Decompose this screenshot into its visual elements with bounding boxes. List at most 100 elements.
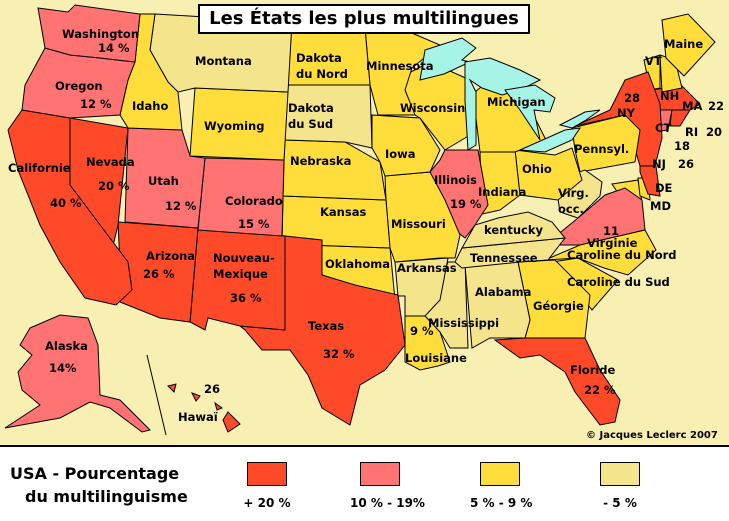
state-ak[interactable]: [4, 314, 151, 433]
legend-item-over-20: + 20 %: [237, 462, 297, 510]
legend-label: 10 % - 19%: [350, 496, 425, 510]
state-name-label: NY: [617, 106, 636, 120]
legend-item-10-19: 10 % - 19%: [350, 462, 425, 510]
state-shape[interactable]: [282, 139, 387, 201]
state-percent-label: 26: [678, 157, 694, 171]
state-percent-label: 20: [706, 125, 722, 139]
state-name-label: Nevada: [86, 155, 135, 169]
state-name-label: Washington: [62, 27, 139, 41]
state-ca[interactable]: [7, 109, 133, 306]
legend-label: - 5 %: [603, 496, 637, 510]
state-shape[interactable]: [394, 257, 449, 317]
legend-swatch: [360, 462, 400, 486]
state-name-label: Dakota du Nord: [296, 51, 348, 81]
state-shape[interactable]: [7, 109, 133, 306]
state-name-label: Géorgie: [533, 299, 584, 313]
state-al[interactable]: [464, 261, 531, 349]
state-wa[interactable]: [37, 4, 141, 63]
state-shape[interactable]: [167, 383, 177, 393]
state-name-label: Caroline du Nord: [567, 248, 677, 262]
state-ia[interactable]: [371, 114, 441, 177]
state-name-label: Oklahoma: [325, 257, 390, 271]
state-ne[interactable]: [282, 139, 387, 201]
state-name-label: Michigan: [487, 95, 546, 109]
state-name-label: Maine: [664, 37, 703, 51]
legend-label: + 20 %: [243, 496, 291, 510]
state-name-label: MA: [682, 99, 702, 113]
state-name-label: Wisconsin: [400, 101, 465, 115]
state-name-label: Kansas: [320, 205, 366, 219]
state-name-label: Oregon: [55, 79, 103, 93]
state-name-label: CT: [655, 121, 671, 135]
state-nc[interactable]: [544, 229, 657, 276]
great-lake: [519, 127, 582, 153]
state-percent-label: 11: [603, 224, 619, 238]
state-percent-label: 12 %: [165, 199, 197, 213]
state-shape[interactable]: [189, 227, 286, 331]
state-shape[interactable]: [404, 315, 451, 371]
inset-divider: [146, 354, 167, 436]
state-hi[interactable]: [167, 383, 241, 433]
state-percent-label: 19 %: [450, 197, 482, 211]
state-la[interactable]: [404, 315, 451, 371]
state-percent-label: 9 %: [410, 324, 434, 338]
state-shape[interactable]: [464, 261, 531, 349]
state-shape[interactable]: [214, 401, 224, 411]
state-name-label: Missouri: [391, 217, 446, 231]
state-percent-label: 22: [708, 99, 724, 113]
state-name-label: Mississippi: [428, 316, 499, 330]
state-percent-label: 18: [674, 139, 690, 153]
state-name-label: Arizona: [146, 249, 195, 263]
state-name-label: Alabama: [475, 285, 531, 299]
state-name-label: NH: [660, 89, 679, 103]
great-lake: [419, 37, 477, 81]
state-fl[interactable]: [493, 337, 621, 426]
state-shape[interactable]: [371, 114, 441, 177]
state-shape[interactable]: [222, 411, 241, 433]
state-ar[interactable]: [394, 257, 449, 317]
map: Washington 14 % Oregon 12 % Californie 40 % Ne…: [0, 0, 729, 447]
legend-item-5-9: 5 % - 9 %: [470, 462, 532, 510]
state-percent-label: 28: [624, 91, 640, 105]
state-name-label: Hawaï: [178, 410, 218, 424]
state-name-label: Indiana: [478, 185, 526, 199]
legend-title-line2: du multilinguisme: [25, 487, 188, 506]
state-name-label: Caroline du Sud: [567, 275, 670, 289]
state-shape[interactable]: [661, 13, 716, 77]
great-lake: [558, 109, 601, 129]
state-name-label: Californie: [8, 161, 71, 175]
state-name-label: DE: [655, 181, 673, 195]
state-name-label: Iowa: [385, 147, 416, 161]
state-percent-label: 15 %: [238, 217, 270, 231]
state-name-label: Montana: [195, 54, 252, 68]
state-percent-label: 22 %: [584, 383, 616, 397]
state-percent-label: 20 %: [98, 179, 130, 193]
state-shape[interactable]: [493, 337, 621, 426]
state-shape[interactable]: [571, 114, 641, 173]
state-shape[interactable]: [190, 392, 201, 402]
state-me[interactable]: [661, 13, 716, 77]
state-tx[interactable]: [238, 235, 406, 426]
state-percent-label: 14 %: [98, 41, 130, 55]
state-percent-label: 32 %: [323, 347, 355, 361]
state-percent-label: 14%: [49, 361, 77, 375]
state-name-label: Alaska: [45, 339, 88, 353]
state-name-label: Louisiane: [405, 351, 467, 365]
state-name-label: Floride: [570, 363, 616, 377]
state-name-label: RI: [685, 125, 698, 139]
state-name-label: kentucky: [484, 223, 543, 237]
state-shape[interactable]: [238, 235, 406, 426]
legend-swatch: [600, 462, 640, 486]
map-title: Les États les plus multilingues: [198, 4, 530, 34]
state-percent-label: 40 %: [50, 196, 82, 210]
great-lake: [504, 84, 556, 141]
state-pa[interactable]: [571, 114, 641, 173]
state-shape[interactable]: [544, 229, 657, 276]
state-name-label: NJ: [652, 157, 666, 171]
state-shape[interactable]: [37, 4, 141, 63]
state-nm[interactable]: [189, 227, 286, 331]
state-shape[interactable]: [4, 314, 151, 433]
state-name-label: Wyoming: [204, 119, 264, 133]
state-percent-label: 26: [204, 382, 220, 396]
